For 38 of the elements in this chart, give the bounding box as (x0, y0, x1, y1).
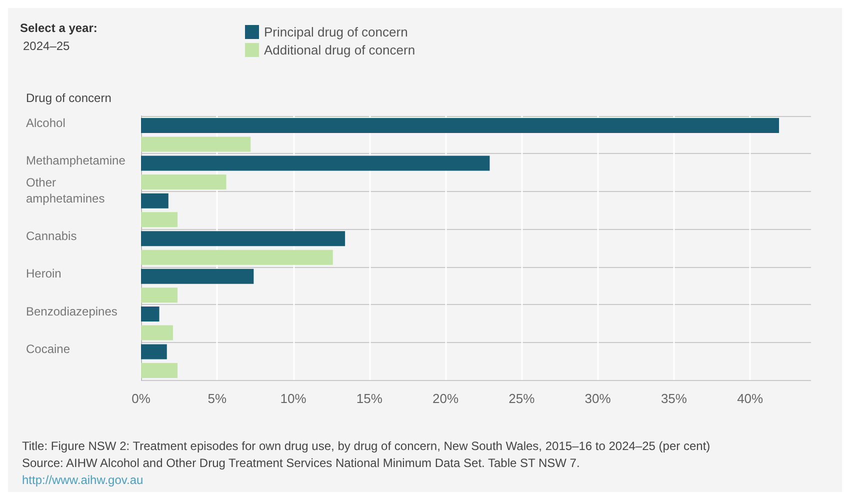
x-tick-label: 35% (660, 391, 688, 406)
bar (141, 118, 780, 133)
x-tick-label: 20% (432, 391, 459, 406)
x-tick-label: 40% (737, 391, 764, 406)
y-tick-label: Heroin (26, 266, 62, 281)
bar (141, 174, 226, 190)
y-tick-label: Benzodiazepines (26, 304, 118, 318)
text: http://www.aihw.gov.au (22, 473, 144, 487)
x-tick-label: 25% (508, 391, 536, 406)
text: Select a year: (20, 21, 98, 35)
x-tick-label: 0% (132, 391, 151, 406)
legend-label: Additional drug of concern (264, 42, 416, 58)
x-tick-label: 10% (280, 391, 307, 406)
y-tick-label: Cocaine (26, 342, 70, 356)
bar (141, 212, 178, 228)
bar (141, 325, 173, 340)
bar (141, 231, 346, 246)
x-tick-label: 5% (208, 391, 227, 406)
bar (141, 193, 168, 208)
text: 2024–25 (23, 39, 70, 53)
bar (141, 363, 178, 378)
y-tick-label: Other amphetamines (26, 175, 105, 206)
text: Title: Figure NSW 2: Treatment episodes for own drug use, by drug of concern, New South Wales, 2015–16 to 2024–25 (per cent) (22, 439, 710, 453)
bar (141, 136, 251, 152)
bar (141, 288, 178, 303)
bar (141, 156, 490, 171)
bar (141, 306, 160, 322)
source-note: Source: AIHW Alcohol and Other Drug Treatment Services National Minimum Data Set. Table ST NSW 7. (22, 456, 580, 470)
bar (141, 268, 254, 284)
bar (141, 344, 167, 360)
legend-label: Principal drug of concern (264, 24, 408, 40)
x-tick-label: 15% (356, 391, 383, 406)
bar (141, 250, 333, 265)
y-axis-title: Drug of concern (26, 91, 112, 105)
y-tick-label: Cannabis (26, 229, 77, 243)
y-tick-label: Alcohol (26, 116, 66, 130)
y-tick-label: Methamphetamine (26, 154, 126, 168)
x-tick-label: 30% (584, 391, 612, 406)
